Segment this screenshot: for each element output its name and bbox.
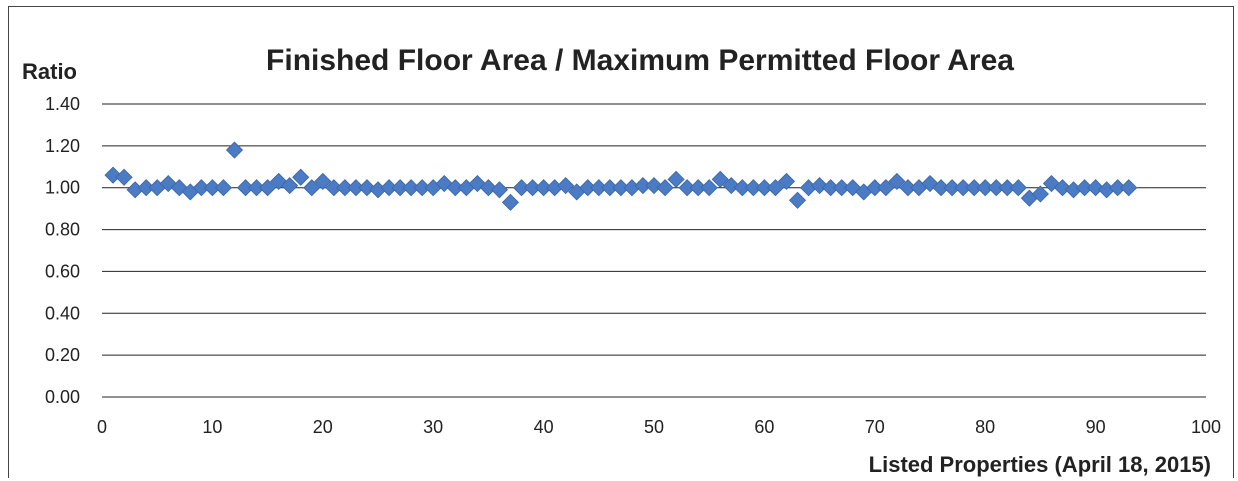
x-tick-label: 50	[644, 417, 664, 437]
y-tick-label: 0.80	[45, 220, 80, 240]
data-point	[645, 177, 663, 195]
data-point	[777, 172, 796, 191]
x-tick-label: 30	[423, 417, 443, 437]
x-tick-label: 60	[754, 417, 774, 437]
data-point	[1120, 179, 1138, 197]
x-axis-label: Listed Properties (April 18, 2015)	[869, 452, 1211, 477]
data-point	[292, 168, 310, 186]
data-point	[656, 179, 674, 197]
data-points	[104, 141, 1138, 211]
x-tick-label: 70	[865, 417, 885, 437]
data-point	[711, 170, 729, 188]
data-point	[722, 177, 740, 195]
data-point	[888, 172, 906, 191]
data-point	[1031, 185, 1049, 203]
data-point	[490, 181, 509, 199]
data-point	[104, 166, 122, 184]
data-point	[811, 177, 829, 195]
data-point	[479, 179, 497, 197]
data-point	[281, 177, 299, 195]
y-tick-label: 0.00	[45, 387, 80, 407]
y-tick-label: 1.00	[45, 178, 80, 198]
data-point	[877, 179, 895, 197]
data-point	[557, 177, 575, 195]
y-tick-label: 0.40	[45, 303, 80, 323]
x-tick-label: 20	[313, 417, 333, 437]
data-point	[303, 179, 321, 197]
data-point	[1087, 179, 1105, 197]
y-tick-labels: 0.00 0.20 0.40 0.60 0.80 1.00 1.20 1.40	[45, 94, 80, 407]
data-point	[115, 168, 133, 186]
x-tick-label: 10	[202, 417, 222, 437]
data-point	[1053, 179, 1072, 197]
x-tick-labels: 0 10 20 30 40 50 60 70 80 90 100	[97, 417, 1221, 437]
data-point	[766, 179, 785, 197]
gridlines	[102, 103, 1206, 398]
y-tick-label: 1.40	[45, 94, 80, 114]
data-point	[259, 179, 277, 197]
chart-frame	[8, 6, 1234, 478]
x-tick-label: 0	[97, 417, 107, 437]
data-point	[501, 193, 520, 211]
y-tick-label: 1.20	[45, 136, 80, 156]
data-point	[1009, 179, 1027, 197]
x-tick-label: 90	[1086, 417, 1106, 437]
data-point	[788, 191, 807, 209]
x-tick-label: 40	[534, 417, 554, 437]
data-point	[667, 170, 685, 188]
y-axis-label: Ratio	[22, 59, 77, 84]
x-tick-label: 80	[975, 417, 995, 437]
data-point	[358, 179, 376, 197]
chart-title: Finished Floor Area / Maximum Permitted …	[266, 44, 1014, 77]
y-tick-label: 0.20	[45, 345, 80, 365]
data-point	[214, 179, 233, 197]
y-tick-label: 0.60	[45, 261, 80, 281]
data-point	[700, 179, 718, 197]
data-point	[314, 172, 332, 191]
x-tick-label: 100	[1191, 417, 1221, 437]
data-point	[225, 141, 244, 159]
